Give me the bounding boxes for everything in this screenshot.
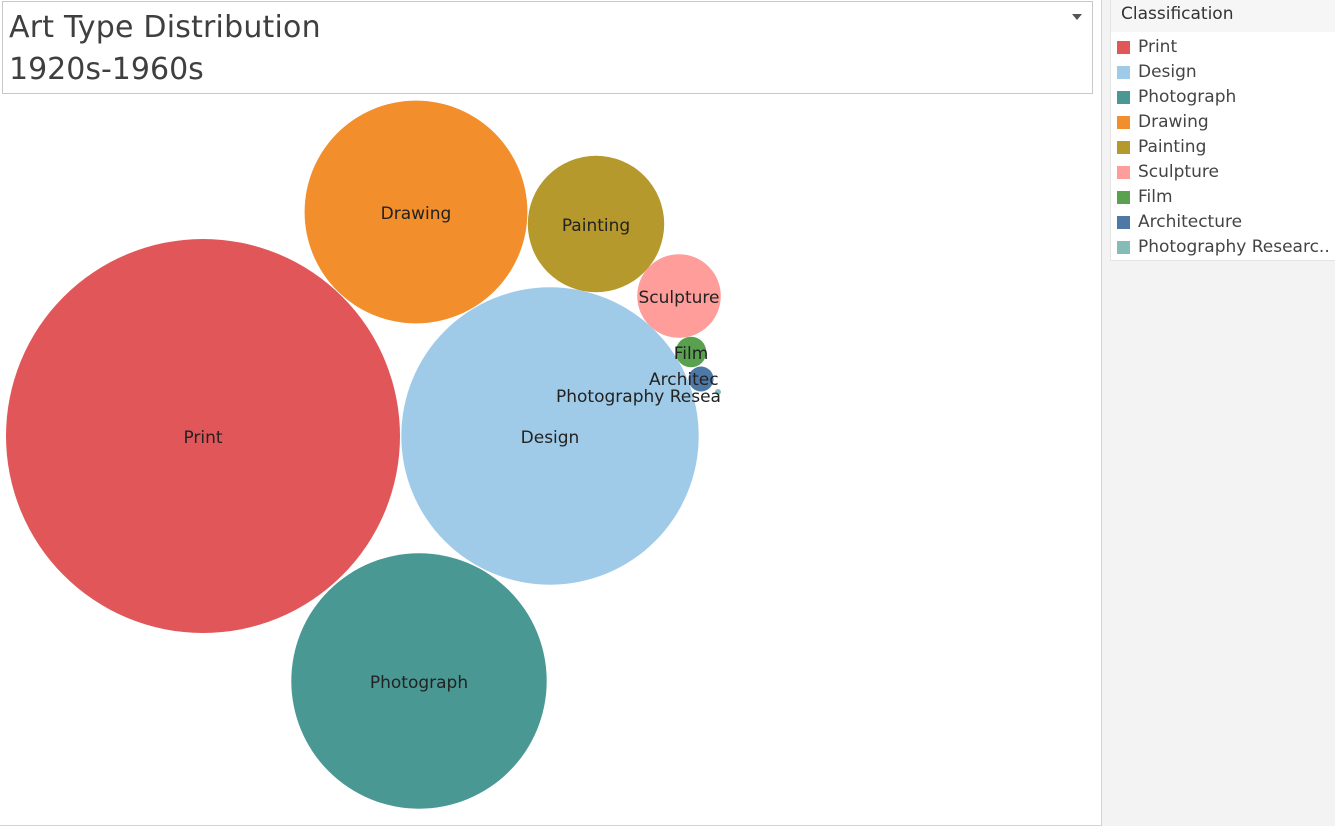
bubble-label-film: Film (674, 344, 709, 364)
legend: Classification Print Design Photograph Draw… (1110, 0, 1335, 261)
legend-item-painting[interactable]: Painting (1117, 136, 1332, 158)
legend-label: Drawing (1138, 112, 1209, 132)
legend-swatch (1117, 40, 1130, 54)
legend-item-design[interactable]: Design (1117, 61, 1332, 83)
side-panel: Classification Print Design Photograph Draw… (1102, 0, 1335, 826)
legend-swatch (1117, 115, 1130, 129)
chart-subtitle: 1920s-1960s (9, 52, 204, 87)
bubble-label-sculpture: Sculpture (639, 288, 720, 308)
legend-swatch (1117, 190, 1130, 204)
bubble-label-architecture: Architec (649, 370, 719, 390)
title-box: Art Type Distribution 1920s-1960s (2, 1, 1093, 94)
bubble-label-print: Print (183, 428, 222, 448)
legend-swatch (1117, 215, 1130, 229)
bubble-film[interactable] (675, 336, 707, 368)
legend-swatch (1117, 65, 1130, 79)
legend-label: Design (1138, 62, 1197, 82)
bubble-chart: Print Design Photograph Drawing Painting Scul… (6, 100, 721, 809)
legend-item-sculpture[interactable]: Sculpture (1117, 161, 1332, 183)
legend-header (1111, 0, 1335, 32)
legend-item-print[interactable]: Print (1117, 36, 1332, 58)
legend-label: Print (1138, 37, 1178, 57)
legend-swatch (1117, 165, 1130, 179)
bubble-sculpture[interactable] (637, 254, 721, 338)
legend-label: Sculpture (1138, 162, 1219, 182)
bubble-painting[interactable] (527, 155, 665, 293)
legend-label: Painting (1138, 137, 1207, 157)
legend-swatch (1117, 90, 1130, 104)
legend-label: Film (1138, 187, 1173, 207)
bubble-label-photograph: Photograph (370, 673, 468, 693)
legend-title: Classification (1121, 4, 1234, 24)
bubble-label-photography-researc: Photography Resea (556, 387, 721, 407)
bubble-label-painting: Painting (562, 216, 630, 236)
dropdown-arrow-icon[interactable] (1072, 14, 1082, 20)
legend-swatch (1117, 240, 1130, 254)
bubble-label-drawing: Drawing (381, 204, 452, 224)
legend-label: Photograph (1138, 87, 1237, 107)
legend-item-drawing[interactable]: Drawing (1117, 111, 1332, 133)
legend-item-film[interactable]: Film (1117, 186, 1332, 208)
bubble-drawing[interactable] (304, 100, 528, 324)
bubble-photography-researc[interactable] (715, 389, 721, 395)
legend-label: Photography Researc.. (1138, 237, 1330, 257)
legend-item-photography-researc[interactable]: Photography Researc.. (1117, 236, 1332, 258)
viz-area: Print Design Photograph Drawing Painting Scul… (0, 0, 1102, 826)
bubble-photograph[interactable] (291, 553, 547, 809)
bubble-print[interactable] (6, 239, 400, 633)
legend-item-photograph[interactable]: Photograph (1117, 86, 1332, 108)
chart-title: Art Type Distribution (9, 10, 321, 45)
legend-swatch (1117, 140, 1130, 154)
legend-label: Architecture (1138, 212, 1243, 232)
bubble-architecture[interactable] (688, 366, 714, 392)
legend-item-architecture[interactable]: Architecture (1117, 211, 1332, 233)
bubble-design[interactable] (401, 287, 699, 585)
bubble-label-design: Design (521, 428, 580, 448)
